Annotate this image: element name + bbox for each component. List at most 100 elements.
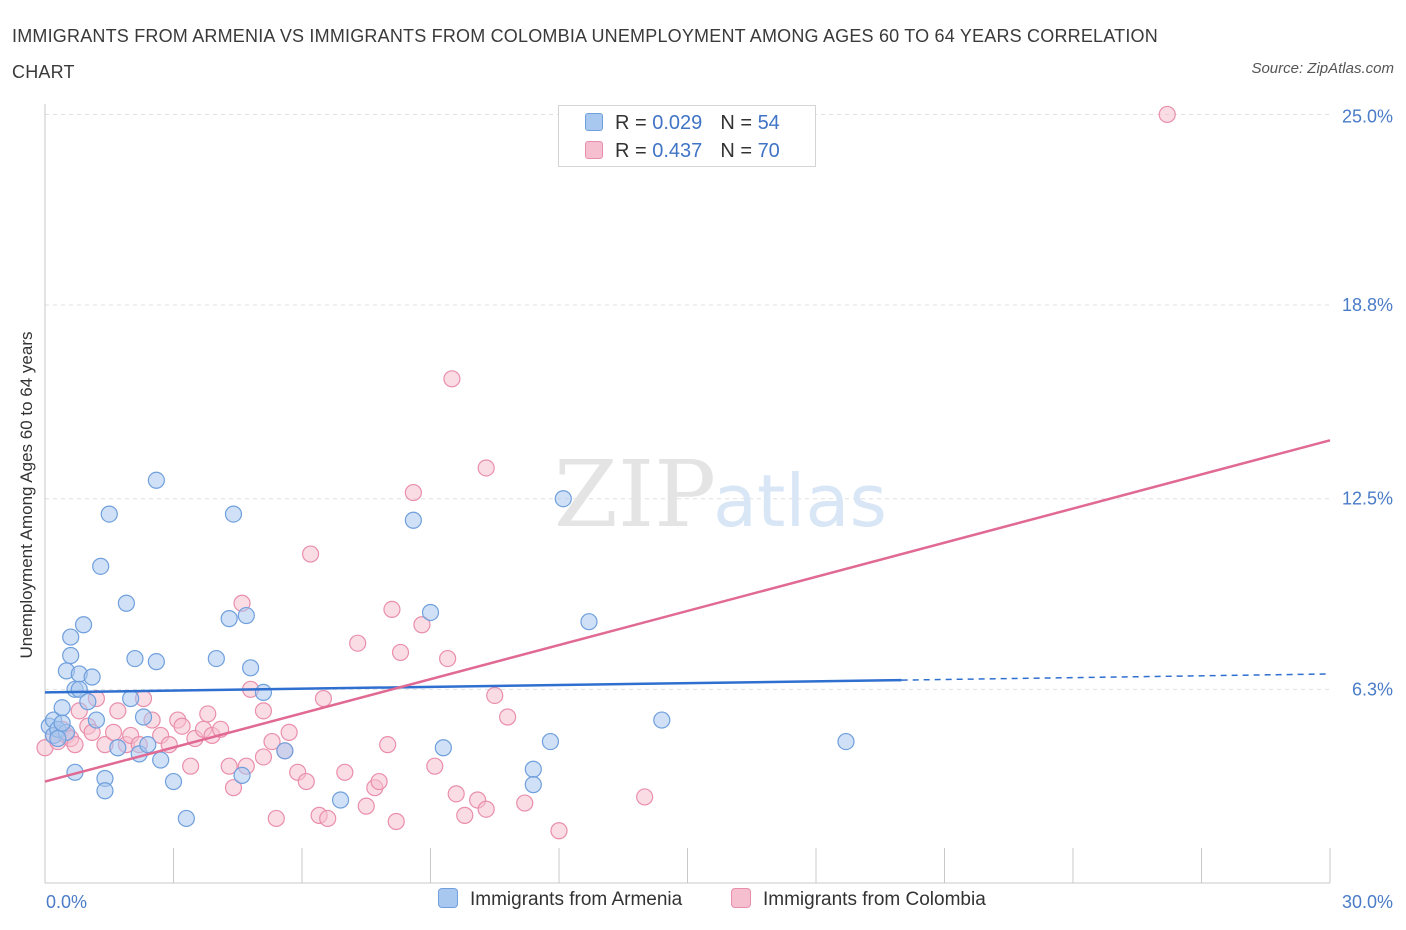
chart-title: IMMIGRANTS FROM ARMENIA VS IMMIGRANTS FR… — [12, 26, 1158, 82]
n-value: 70 — [757, 140, 780, 162]
colombia-point[interactable] — [173, 717, 191, 735]
chart-source: Source: ZipAtlas.com — [1251, 60, 1394, 77]
y-tick-label: 18.8% — [1342, 295, 1393, 315]
armenia-point[interactable] — [139, 736, 157, 754]
colombia-point[interactable] — [66, 736, 84, 754]
colombia-point[interactable] — [1158, 105, 1176, 124]
armenia-point[interactable] — [74, 616, 93, 634]
armenia-point[interactable] — [207, 649, 225, 668]
colombia-point[interactable] — [199, 705, 217, 723]
armenia-point[interactable] — [62, 628, 80, 646]
colombia-point[interactable] — [357, 797, 375, 815]
colombia-point[interactable] — [319, 809, 337, 828]
colombia-point[interactable] — [439, 649, 457, 668]
colombia-point[interactable] — [443, 370, 461, 388]
series-legend: Immigrants from Armenia Immigrants from … — [0, 888, 1406, 918]
colombia-point[interactable] — [426, 757, 444, 775]
armenia-point[interactable] — [126, 649, 144, 668]
legend-label: Immigrants from Colombia — [763, 889, 986, 910]
armenia-point[interactable] — [580, 613, 598, 631]
colombia-point[interactable] — [224, 779, 243, 797]
armenia-point[interactable] — [122, 689, 140, 708]
armenia-point[interactable] — [434, 739, 452, 757]
armenia-point[interactable] — [554, 490, 572, 508]
colombia-point[interactable] — [550, 822, 568, 840]
armenia-point[interactable] — [653, 711, 671, 729]
armenia-point[interactable] — [524, 760, 542, 778]
armenia-point[interactable] — [87, 711, 106, 729]
colombia-point[interactable] — [104, 723, 123, 741]
colombia-point[interactable] — [477, 459, 495, 477]
armenia-point[interactable] — [96, 782, 114, 800]
armenia-point[interactable] — [220, 610, 238, 628]
axes — [44, 104, 1331, 884]
armenia-point[interactable] — [134, 708, 153, 726]
colombia-point[interactable] — [314, 689, 333, 708]
colombia-point[interactable] — [387, 812, 405, 831]
armenia-point[interactable] — [109, 739, 127, 757]
colombia-point[interactable] — [447, 785, 465, 803]
legend-item-colombia[interactable]: Immigrants from Colombia — [731, 888, 986, 911]
colombia-point[interactable] — [109, 702, 127, 720]
armenia-point[interactable] — [92, 557, 110, 575]
armenia-point[interactable] — [242, 659, 260, 677]
colombia-point[interactable] — [486, 686, 504, 705]
armenia-point[interactable] — [147, 653, 165, 671]
armenia-point[interactable] — [147, 471, 165, 489]
armenia-point[interactable] — [524, 776, 542, 794]
colombia-point[interactable] — [391, 643, 410, 662]
armenia-point[interactable] — [117, 594, 135, 612]
colombia-point[interactable] — [263, 732, 281, 751]
x-tick-label: 0.0% — [46, 892, 87, 912]
armenia-point[interactable] — [100, 505, 118, 523]
colombia-swatch — [731, 888, 751, 908]
colombia-point[interactable] — [280, 723, 298, 741]
colombia-point[interactable] — [477, 800, 495, 818]
x-tick-labels: 0.0% 30.0% — [46, 892, 1393, 912]
armenia-point[interactable] — [541, 732, 560, 751]
colombia-point[interactable] — [383, 600, 401, 618]
colombia-point[interactable] — [182, 757, 200, 775]
legend-item-armenia[interactable]: Immigrants from Armenia — [438, 888, 682, 911]
armenia-point[interactable] — [152, 751, 170, 769]
colombia-point[interactable] — [636, 788, 654, 806]
colombia-point[interactable] — [516, 794, 534, 812]
armenia-point[interactable] — [331, 791, 350, 809]
armenia-point[interactable] — [421, 603, 440, 622]
armenia-point[interactable] — [233, 766, 251, 785]
colombia-point[interactable] — [297, 772, 315, 791]
colombia-point[interactable] — [301, 545, 320, 563]
armenia-point[interactable] — [83, 668, 101, 686]
watermark-zip: ZIP — [554, 441, 716, 548]
colombia-point[interactable] — [349, 634, 367, 652]
colombia-point[interactable] — [220, 757, 238, 775]
armenia-point[interactable] — [404, 511, 422, 529]
colombia-point[interactable] — [413, 616, 431, 634]
colombia-point[interactable] — [254, 702, 273, 720]
armenia-swatch — [585, 113, 603, 131]
armenia-trend-extension — [901, 673, 1331, 681]
colombia-point[interactable] — [499, 708, 517, 726]
armenia-point[interactable] — [53, 699, 71, 717]
colombia-point[interactable] — [370, 772, 388, 791]
armenia-point[interactable] — [224, 505, 243, 523]
correlation-legend: R = 0.029 N = 54 R = 0.437 N = 70 — [558, 105, 816, 167]
armenia-point[interactable] — [276, 742, 294, 760]
armenia-point[interactable] — [62, 646, 80, 665]
armenia-point[interactable] — [79, 693, 97, 711]
colombia-point[interactable] — [379, 736, 397, 754]
armenia-point[interactable] — [49, 729, 67, 748]
armenia-point[interactable] — [53, 714, 71, 732]
armenia-point[interactable] — [70, 680, 88, 698]
colombia-point[interactable] — [254, 748, 273, 766]
colombia-point[interactable] — [404, 483, 422, 502]
armenia-point[interactable] — [237, 606, 255, 625]
colombia-point[interactable] — [267, 809, 285, 828]
colombia-point[interactable] — [336, 763, 354, 781]
armenia-point[interactable] — [837, 732, 855, 751]
armenia-point[interactable] — [177, 809, 195, 828]
armenia-point[interactable] — [254, 683, 273, 701]
colombia-point[interactable] — [456, 806, 474, 824]
armenia-point[interactable] — [164, 772, 183, 791]
n-label: N = — [720, 112, 758, 134]
